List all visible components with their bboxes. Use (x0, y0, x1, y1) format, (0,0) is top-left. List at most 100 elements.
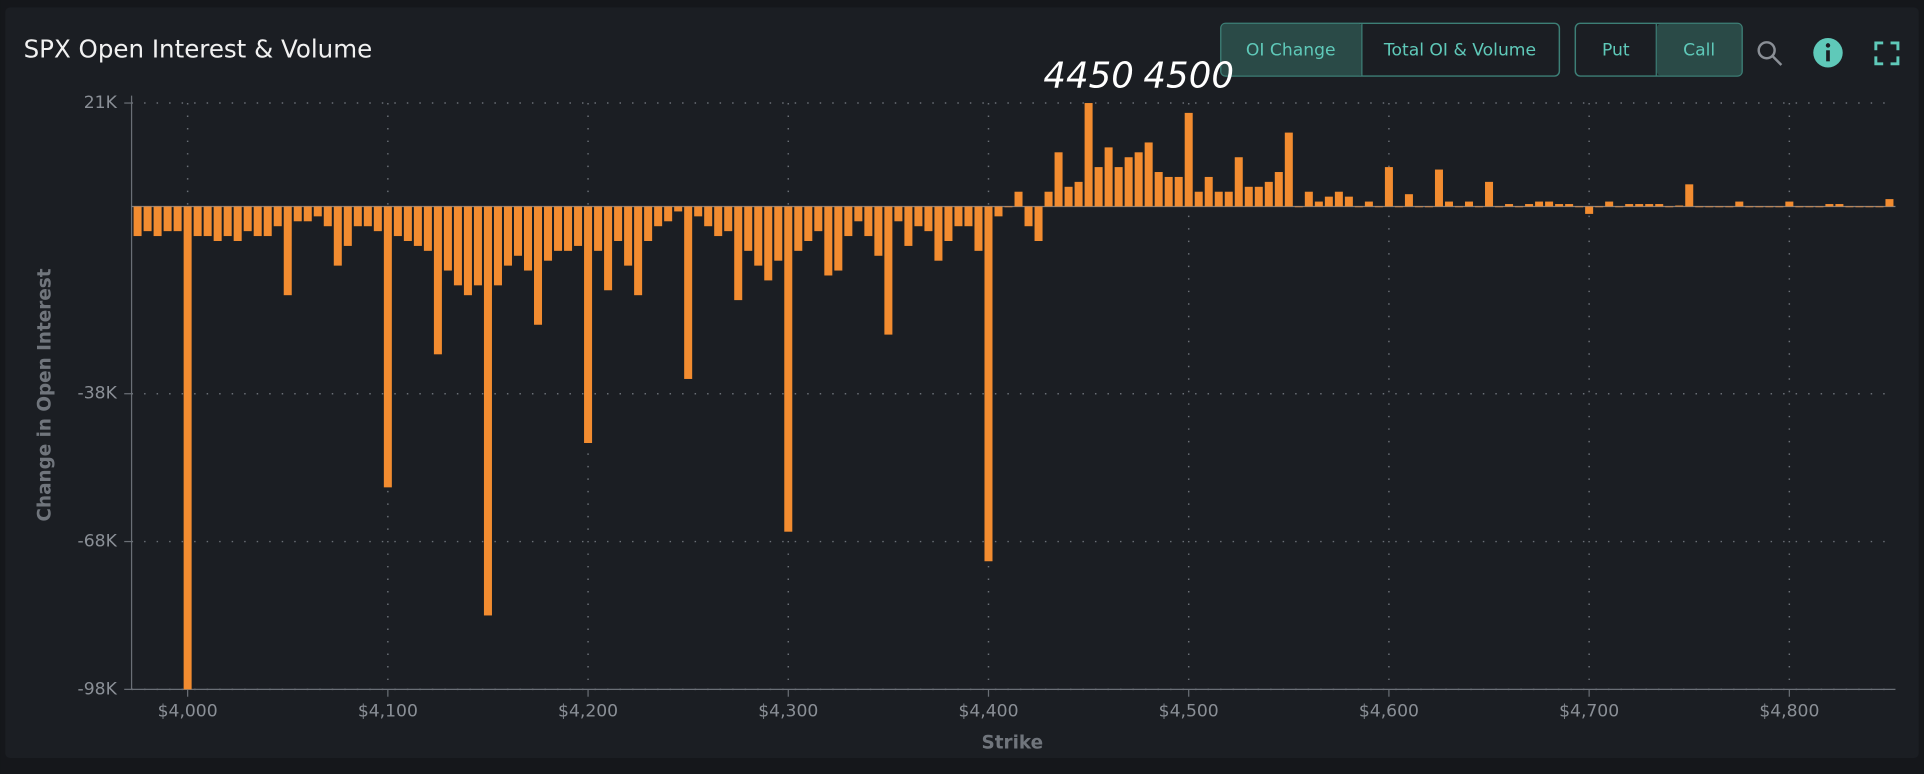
info-icon[interactable] (1813, 38, 1843, 68)
x-tick-label: $4,400 (958, 701, 1018, 721)
button[interactable]: Call (1683, 40, 1715, 60)
bar (734, 206, 743, 301)
type-toggle: Put Call (1574, 22, 1743, 77)
bar (433, 206, 442, 355)
bar (1424, 206, 1433, 208)
bar (1645, 204, 1654, 207)
bar (1675, 205, 1684, 207)
bar (964, 206, 973, 227)
bar (1294, 206, 1303, 208)
bar (1184, 112, 1193, 207)
bar (503, 206, 512, 266)
bar (584, 206, 593, 444)
bar (373, 206, 382, 232)
plot: 21K -38K -68K -98K $4,000 $4,100 $4,200 $4,300 $… (78, 55, 1896, 721)
bar (1885, 199, 1894, 207)
bar (1875, 206, 1884, 208)
bar (994, 206, 1003, 217)
bar (674, 206, 683, 212)
bar (1765, 206, 1774, 208)
bar (864, 206, 873, 237)
bar (523, 206, 533, 271)
bar (1164, 176, 1173, 207)
button-active-bg (1221, 23, 1363, 76)
bar (914, 206, 923, 227)
bar (774, 206, 783, 261)
bar (1274, 172, 1283, 207)
bar (353, 206, 362, 227)
bar (473, 206, 482, 286)
x-tick-label: $4,300 (758, 701, 818, 721)
bar (1134, 152, 1143, 207)
bar (413, 206, 422, 246)
bar (453, 206, 462, 286)
bar (604, 206, 613, 291)
bar (1775, 206, 1784, 208)
bar (143, 206, 152, 232)
bar (253, 206, 262, 237)
bar (1555, 204, 1564, 207)
bar (1625, 204, 1634, 207)
bar (874, 206, 883, 256)
bar (1064, 186, 1073, 207)
bar (834, 206, 843, 271)
bar (1044, 191, 1053, 207)
bar (483, 206, 492, 616)
bar (1735, 201, 1744, 207)
view-toggle: OI Change Total OI & Volume (1220, 22, 1561, 77)
bar (1475, 206, 1484, 208)
bar (944, 206, 953, 241)
bar (1485, 181, 1494, 207)
bar (654, 206, 663, 227)
bar (1805, 206, 1814, 208)
bar (664, 206, 673, 222)
bar (1104, 147, 1113, 207)
bar (1344, 196, 1353, 207)
annotation: 4500 (1143, 55, 1234, 96)
bar (303, 206, 312, 222)
y-axis-label: Change in Open Interest (35, 268, 56, 521)
bar (1815, 206, 1824, 208)
zoom-icon[interactable] (1757, 41, 1783, 66)
bar (1124, 157, 1133, 207)
bar (463, 206, 472, 296)
bar (273, 206, 282, 227)
x-axis-label: Strike (982, 732, 1044, 753)
bar (1685, 184, 1694, 207)
bar (884, 206, 893, 335)
bar (1825, 204, 1834, 207)
bar (233, 206, 242, 241)
bar (1234, 157, 1243, 207)
bar (1054, 152, 1063, 207)
bar (1845, 206, 1854, 208)
bar (784, 206, 793, 532)
bar (1505, 204, 1514, 207)
bar (1354, 206, 1363, 208)
bar (1224, 191, 1233, 207)
bar (1785, 201, 1794, 207)
bar (1394, 206, 1403, 208)
x-tick-label: $4,100 (358, 701, 418, 721)
bar (1334, 191, 1343, 207)
bar (1755, 206, 1764, 208)
button[interactable]: OI Change (1246, 40, 1336, 60)
bar (1384, 167, 1393, 207)
bar (263, 206, 272, 237)
bar (343, 206, 352, 246)
fullscreen-icon[interactable] (1874, 41, 1900, 66)
bar (614, 206, 623, 241)
panel (5, 7, 1919, 759)
bar (403, 206, 412, 241)
title: SPX Open Interest & Volume (24, 34, 373, 63)
button[interactable]: Total OI & Volume (1383, 40, 1536, 60)
bar (423, 206, 432, 251)
bar (243, 206, 252, 232)
bar (634, 206, 643, 296)
annotation: 4450 (1043, 55, 1134, 96)
bar (1835, 204, 1844, 207)
bar (1535, 201, 1544, 207)
bar (1204, 176, 1213, 207)
bar (1595, 206, 1604, 208)
button[interactable]: Put (1602, 40, 1630, 60)
bar (744, 206, 753, 251)
